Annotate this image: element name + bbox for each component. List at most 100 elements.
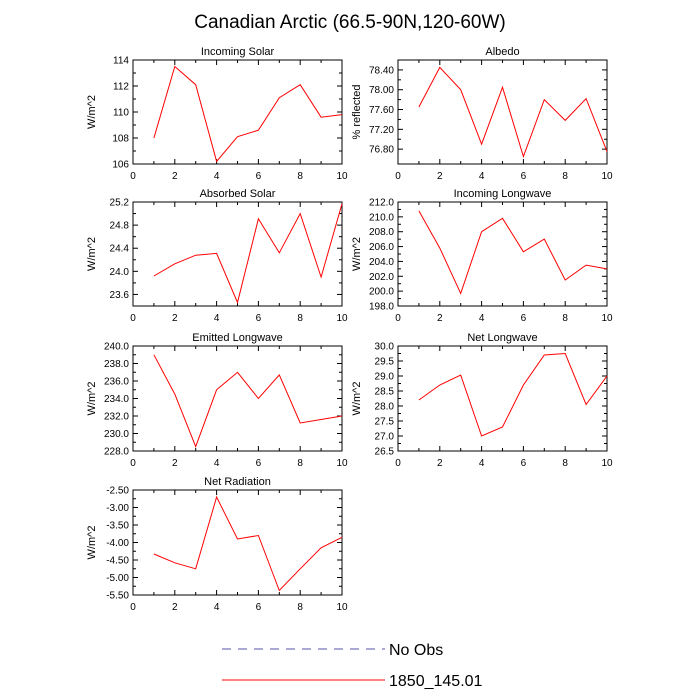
data-point <box>173 262 176 265</box>
y-tick-label: 78.40 <box>369 65 394 76</box>
plot-frame <box>397 345 608 452</box>
data-point <box>299 83 302 86</box>
panel-1: Incoming Solar W/m^2 0 2 4 6 8 10 106 108 110 112 11… <box>86 46 348 182</box>
data-point <box>459 374 462 377</box>
data-point <box>480 143 483 146</box>
data-point <box>480 435 483 438</box>
data-point <box>278 96 281 99</box>
x-tick-label: 2 <box>172 458 178 469</box>
data-point <box>501 86 504 89</box>
x-tick-label: 0 <box>395 171 401 182</box>
data-point <box>173 561 176 564</box>
series-line <box>153 354 343 448</box>
y-tick-label: 206.0 <box>369 242 394 253</box>
x-tick-label: 6 <box>521 171 527 182</box>
y-tick-label: 236.0 <box>104 377 129 388</box>
y-tick-label: 28.0 <box>375 402 395 413</box>
series-line <box>153 203 343 305</box>
y-tick-label: -3.00 <box>106 503 129 514</box>
panel-title: Albedo <box>485 46 519 58</box>
y-tick-label: 110 <box>113 108 129 119</box>
x-tick-label: 4 <box>214 313 220 324</box>
data-point <box>278 373 281 376</box>
data-point <box>606 150 609 153</box>
x-tick-label: 2 <box>172 313 178 324</box>
x-tick-label: 4 <box>214 602 220 613</box>
y-tick-label: 200.0 <box>369 287 394 298</box>
y-tick-label: 228.0 <box>104 447 129 458</box>
x-tick-label: 0 <box>395 458 401 469</box>
y-axis-label: W/m^2 <box>86 237 98 271</box>
data-point <box>257 534 260 537</box>
y-tick-label: 208.0 <box>369 227 394 238</box>
y-tick-label: -5.00 <box>106 573 129 584</box>
y-tick-label: -4.00 <box>106 538 129 549</box>
data-point <box>606 375 609 378</box>
data-point <box>215 496 218 499</box>
panel-4: Incoming Longwave W/m^2 0 2 4 6 8 10 198.0 200.0 2… <box>351 188 613 324</box>
y-tick-label: 78.00 <box>369 85 394 96</box>
y-tick-label: 114 <box>113 56 129 67</box>
x-tick-label: 4 <box>214 171 220 182</box>
data-point <box>194 567 197 570</box>
x-tick-label: 6 <box>521 458 527 469</box>
y-tick-label: 77.60 <box>369 105 394 116</box>
y-tick-label: 76.80 <box>369 145 394 156</box>
data-point <box>522 384 525 387</box>
data-point <box>299 422 302 425</box>
x-tick-label: 10 <box>336 171 348 182</box>
legend-label: No Obs <box>389 642 443 659</box>
data-point <box>341 415 344 418</box>
data-point <box>215 252 218 255</box>
data-point <box>236 135 239 138</box>
y-tick-label: 204.0 <box>369 257 394 268</box>
x-tick-label: 2 <box>437 458 443 469</box>
y-tick-label: 29.5 <box>375 357 395 368</box>
data-point <box>257 129 260 132</box>
x-tick-label: 8 <box>562 458 568 469</box>
series-line <box>418 210 608 295</box>
data-point <box>585 264 588 267</box>
data-point <box>257 217 260 220</box>
data-point <box>173 65 176 68</box>
data-point <box>173 393 176 396</box>
y-axis-label: W/m^2 <box>351 382 363 416</box>
figure-title: Canadian Arctic (66.5-90N,120-60W) <box>194 12 506 33</box>
y-tick-label: 27.5 <box>375 417 395 428</box>
data-point <box>417 399 420 402</box>
y-tick-label: 25.2 <box>110 198 130 209</box>
data-point <box>194 83 197 86</box>
data-point <box>152 274 155 277</box>
series-line <box>418 66 608 159</box>
data-point <box>459 292 462 295</box>
y-axis-label: % reflected <box>351 84 363 139</box>
y-tick-label: 30.0 <box>375 342 395 353</box>
panel-title: Net Longwave <box>467 332 537 344</box>
x-tick-label: 6 <box>256 602 262 613</box>
x-tick-label: 4 <box>479 171 485 182</box>
panel-2: Albedo % reflected 0 2 4 6 8 10 76.80 77.20 77.60 7… <box>351 46 613 182</box>
legend-label: 1850_145.01 <box>389 673 483 690</box>
panel-title: Incoming Longwave <box>454 188 552 200</box>
x-tick-label: 8 <box>297 171 303 182</box>
y-tick-label: 230.0 <box>104 429 129 440</box>
data-point <box>320 116 323 119</box>
data-point <box>459 88 462 91</box>
data-point <box>501 217 504 220</box>
x-tick-label: 0 <box>395 313 401 324</box>
data-point <box>417 209 420 212</box>
data-point <box>438 384 441 387</box>
data-point <box>543 354 546 357</box>
y-tick-label: -5.50 <box>106 591 129 602</box>
x-tick-label: 10 <box>336 602 348 613</box>
data-point <box>585 97 588 100</box>
data-point <box>215 160 218 163</box>
x-tick-label: 6 <box>256 458 262 469</box>
x-tick-label: 4 <box>479 313 485 324</box>
y-tick-label: 108 <box>112 134 129 145</box>
y-tick-label: 24.4 <box>110 244 130 255</box>
data-point <box>299 212 302 215</box>
data-point <box>341 536 344 539</box>
x-tick-label: 10 <box>601 313 613 324</box>
data-point <box>194 445 197 448</box>
